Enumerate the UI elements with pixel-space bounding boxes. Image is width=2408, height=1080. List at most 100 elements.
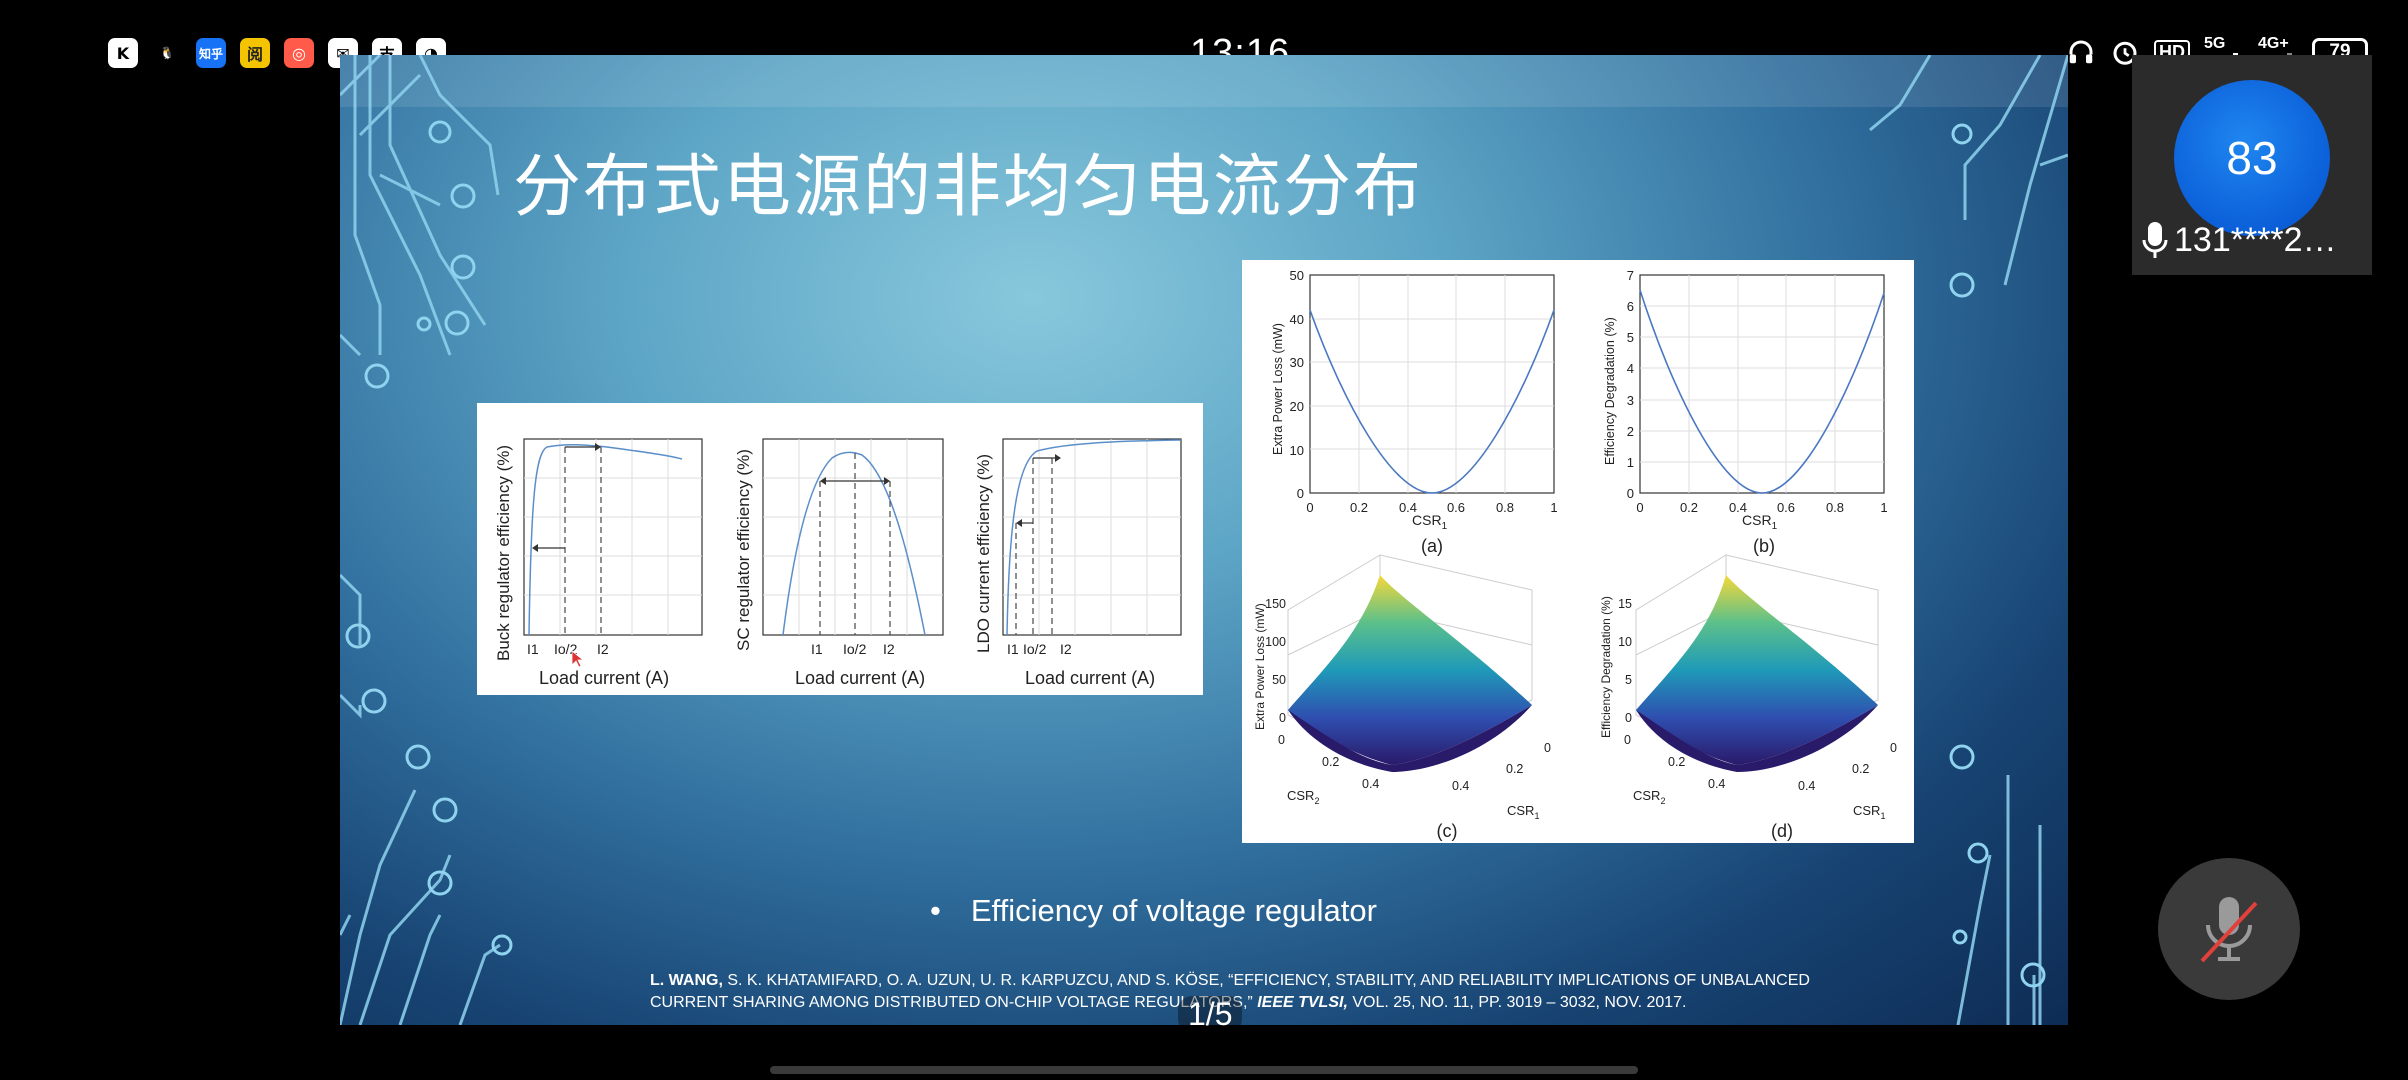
tick-label: 0.2 [1322, 755, 1339, 769]
tick-label: 0.8 [1826, 500, 1844, 515]
tick-label: 0 [1297, 486, 1304, 501]
axis-label-csr2: CSR2 [1633, 788, 1665, 806]
tick-label: 0 [1627, 486, 1634, 501]
axis-label-csr1: CSR1 [1507, 803, 1539, 821]
bullet-point: • Efficiency of voltage regulator [930, 893, 1377, 928]
tick-label: 10 [1290, 443, 1304, 458]
csr-analysis-figure: 0 10 20 30 40 50 0 0.2 0.4 0.6 0.8 1 CSR… [1242, 260, 1914, 843]
tick-label: 30 [1290, 355, 1304, 370]
microphone-muted-icon [2200, 897, 2258, 963]
reading-icon: 阅 [240, 38, 270, 68]
tick-label: 0.4 [1708, 777, 1725, 791]
tick-label: 0.4 [1729, 500, 1747, 515]
slide-page-indicator: 1/5 [1178, 996, 1243, 1033]
tick-label: Io/2 [843, 641, 867, 657]
y-axis-label: SC regulator efficiency (%) [734, 449, 753, 651]
tick-label: 5 [1627, 330, 1634, 345]
tick-label: 0 [1890, 741, 1897, 755]
buck-efficiency-plot: I1 Io/2 I2 Load current (A) Buck regulat… [494, 438, 703, 688]
axis-label-csr2: CSR2 [1287, 788, 1319, 806]
plot-b-efficiency-degradation: 0 1 2 3 4 5 6 7 0 0.2 0.4 0.6 0.8 1 [1603, 268, 1888, 556]
tick-label: 0.2 [1668, 755, 1685, 769]
tick-label: 1 [1880, 500, 1887, 515]
kuwo-icon: K [108, 38, 138, 68]
tick-label: 0.2 [1506, 762, 1523, 776]
x-axis-label: Load current (A) [795, 668, 925, 688]
alarm-icon [2113, 41, 2137, 65]
shop-icon: ◎ [284, 38, 314, 68]
caption-d: (d) [1771, 821, 1793, 841]
tick-label: I1 [527, 641, 539, 657]
tick-label: 6 [1627, 299, 1634, 314]
tick-label: 3 [1627, 393, 1634, 408]
tick-label: I1 [811, 641, 823, 657]
y-axis-label: LDO current efficiency (%) [974, 454, 993, 653]
tick-label: 0.6 [1777, 500, 1795, 515]
axis-label-csr1: CSR1 [1853, 803, 1885, 821]
tick-label: 0.6 [1447, 500, 1465, 515]
tick-label: 40 [1290, 312, 1304, 327]
tick-label: 50 [1272, 673, 1286, 687]
participant-video-tile[interactable]: 83 131****2… [2132, 55, 2372, 275]
tick-label: 0.4 [1452, 779, 1469, 793]
tick-label: 150 [1265, 597, 1286, 611]
microphone-icon [2142, 222, 2168, 258]
tick-label: 0.2 [1852, 762, 1869, 776]
tick-label: I1 [1007, 641, 1019, 657]
tick-label: 0 [1624, 733, 1631, 747]
presentation-slide: 分布式电源的非均匀电流分布 I1 Io/2 I2 [340, 55, 2068, 1025]
caption-a: (a) [1421, 536, 1443, 556]
qq-icon: 🐧 [152, 38, 182, 68]
plot-c-surface: 0 50 100 150 0 0.2 0.4 0.4 0.2 0 CSR2 CS… [1253, 554, 1551, 841]
tick-label: 0 [1625, 711, 1632, 725]
plot-d-surface: 0 5 10 15 0 0.2 0.4 0.4 0.2 0 CSR2 CSR1 … [1599, 554, 1897, 841]
y-axis-label: Buck regulator efficiency (%) [494, 445, 513, 661]
tick-label: Io/2 [1023, 641, 1047, 657]
tick-label: I2 [883, 641, 895, 657]
tick-label: I2 [1060, 641, 1072, 657]
efficiency-curves-figure: I1 Io/2 I2 Load current (A) Buck regulat… [477, 403, 1203, 695]
tick-label: 0.4 [1362, 777, 1379, 791]
y-axis-label: Efficiency Degradation (%) [1603, 317, 1617, 465]
z-axis-label: Extra Power Loss (mW) [1253, 603, 1267, 730]
tick-label: 50 [1290, 268, 1304, 283]
tick-label: 2 [1627, 424, 1634, 439]
tick-label: 5 [1625, 673, 1632, 687]
tick-label: 0.2 [1680, 500, 1698, 515]
plot-a-extra-power-loss: 0 10 20 30 40 50 0 0.2 0.4 0.6 0.8 1 CSR… [1271, 268, 1558, 556]
headphones-icon [2069, 40, 2093, 64]
citation: L. WANG, S. K. KHATAMIFARD, O. A. UZUN, … [650, 972, 1810, 1011]
tick-label: 0 [1544, 741, 1551, 755]
tick-label: 10 [1618, 635, 1632, 649]
slide-top-band [340, 55, 2068, 107]
tick-label: 15 [1618, 597, 1632, 611]
tick-label: 7 [1627, 268, 1634, 283]
home-indicator[interactable] [770, 1066, 1638, 1074]
tick-label: 0 [1278, 733, 1285, 747]
tick-label: 0.4 [1399, 500, 1417, 515]
mute-button[interactable] [2158, 858, 2300, 1000]
zhihu-icon: 知乎 [196, 38, 226, 68]
tick-label: 1 [1550, 500, 1557, 515]
x-axis-label: Load current (A) [1025, 668, 1155, 688]
tick-label: 4 [1627, 361, 1634, 376]
caption-b: (b) [1753, 536, 1775, 556]
y-axis-label: Extra Power Loss (mW) [1271, 323, 1285, 455]
circuit-decoration [340, 55, 2068, 1025]
tick-label: 20 [1290, 399, 1304, 414]
tick-label: 100 [1265, 635, 1286, 649]
x-axis-label: CSR1 [1742, 512, 1778, 532]
participant-name: 131****2… [2142, 220, 2337, 260]
x-axis-label: CSR1 [1412, 512, 1448, 532]
x-axis-label: Load current (A) [539, 668, 669, 688]
z-axis-label: Efficiency Degradation (%) [1599, 596, 1613, 738]
tick-label: 0.8 [1496, 500, 1514, 515]
ldo-efficiency-plot: I1 Io/2 I2 Load current (A) LDO current … [974, 438, 1182, 688]
caption-c: (c) [1437, 821, 1458, 841]
slide-title: 分布式电源的非均匀电流分布 [513, 148, 1424, 227]
tick-label: 0.2 [1350, 500, 1368, 515]
sc-efficiency-plot: I1 Io/2 I2 Load current (A) SC regulator… [734, 438, 944, 688]
tick-label: 0 [1636, 500, 1643, 515]
tick-label: 1 [1627, 455, 1634, 470]
avatar: 83 [2174, 80, 2330, 236]
